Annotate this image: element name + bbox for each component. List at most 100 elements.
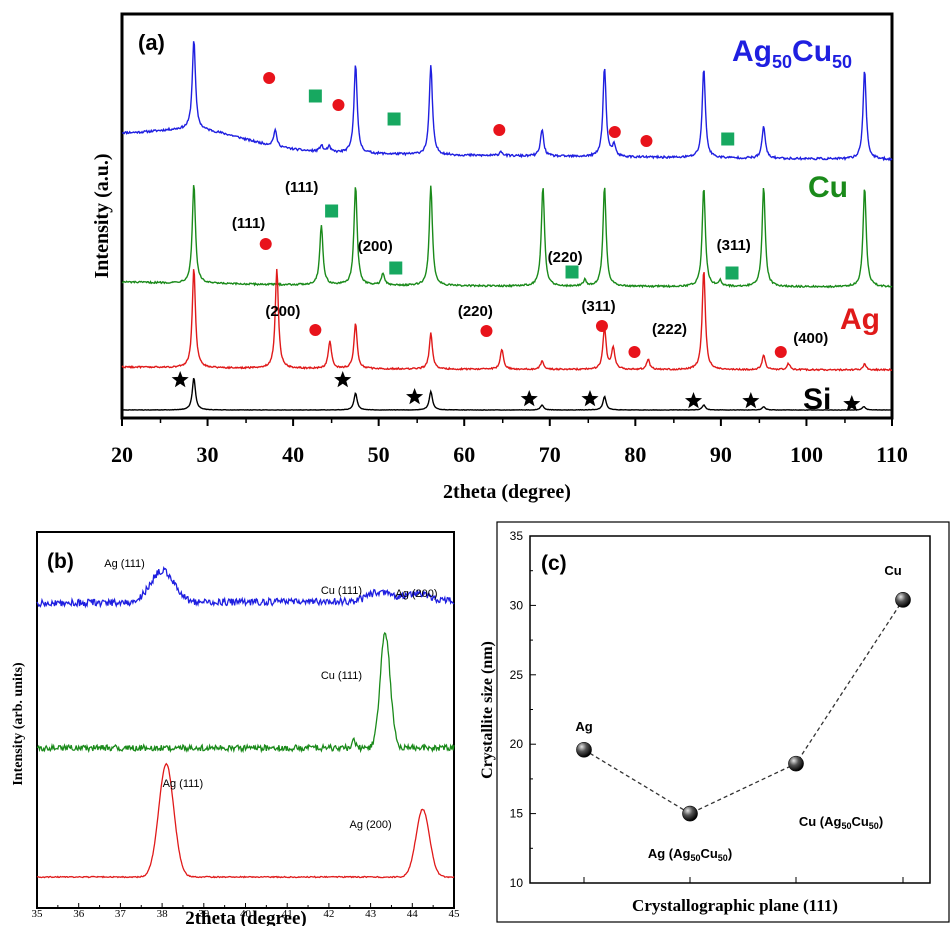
panel-c: (c) 10 15 20 25 30 35 Ag Ag (Ag50Cu50) Cu (Ag… [479, 521, 950, 923]
panel-b-curves [36, 565, 455, 879]
x-tick-label: 20 [111, 442, 133, 467]
panel-c-points [576, 592, 911, 822]
y-tick-label: 25 [510, 668, 524, 682]
ag-phase-marker [493, 124, 506, 136]
panel-b-x-axis-label: 2theta (degree) [185, 908, 307, 926]
panel-c-x-ticks [583, 877, 904, 883]
x-tick-label: 36 [73, 908, 85, 920]
x-tick-label: 40 [240, 908, 252, 920]
panel-a-x-axis-label: 2theta (degree) [443, 481, 571, 503]
x-tick-label: 35 [32, 908, 44, 920]
x-tick-label: 60 [453, 442, 475, 467]
miller-index-label: (220) [458, 303, 493, 320]
panel-a: (a) (111)(200)(220)(311)(111)(200) (220)(… [91, 12, 908, 503]
panel-b-tag: (b) [47, 550, 74, 573]
xrd-zoom-curve-ag50cu50 [36, 565, 455, 609]
x-tick-label: 42 [323, 908, 334, 920]
panel-a-tag: (a) [138, 30, 165, 55]
panel-b-x-ticks: 35 36 37 38 39 40 41 42 43 44 45 [32, 903, 461, 920]
label-si: Si [803, 383, 831, 416]
x-tick-label: 40 [282, 442, 304, 467]
panel-a-hkl-labels: (111) (200) (220) (311) (111) (200) (220) (311)… [232, 179, 828, 347]
ag-phase-marker [259, 238, 272, 250]
miller-index-label: (400) [793, 330, 828, 347]
xrd-zoom-curve-ag [36, 762, 455, 879]
ag-phase-marker [332, 99, 345, 111]
si-substrate-marker [684, 392, 703, 409]
x-tick-label: 50 [368, 442, 390, 467]
label-ag50cu50: Ag50Cu50 [732, 35, 852, 72]
peak-annotation: Ag (200) [395, 588, 437, 600]
label-ag: Ag [840, 303, 880, 336]
si-substrate-marker [334, 371, 352, 388]
cu-phase-marker [565, 265, 579, 279]
crystallite-size-point [895, 592, 911, 608]
point-label-cu-in-agcu: Cu (Ag50Cu50) [799, 814, 883, 831]
point-label-ag: Ag [575, 719, 592, 734]
crystallite-size-point [682, 805, 698, 822]
panel-c-trend-line [583, 599, 904, 815]
cu-phase-marker [387, 112, 401, 126]
miller-index-label: (200) [358, 238, 393, 255]
peak-annotation: Ag (200) [349, 819, 391, 831]
miller-index-label: (222) [652, 321, 687, 338]
y-tick-label: 35 [510, 529, 524, 543]
panel-c-x-axis-label: Crystallographic plane (111) [632, 896, 838, 915]
ag-phase-marker [595, 320, 608, 332]
panel-a-markers [171, 72, 861, 412]
panel-b: (b) Ag (111) Cu (111) Ag (200) Cu (111) Ag (… [11, 531, 461, 926]
point-label-ag-in-agcu: Ag (Ag50Cu50) [648, 846, 732, 863]
panel-a-x-ticks: 20 30 40 50 60 70 80 90 100 110 [111, 418, 908, 467]
miller-index-label: (311) [581, 298, 615, 315]
cu-phase-marker [308, 89, 322, 103]
panel-a-curves [121, 41, 893, 411]
xrd-curve-cu [121, 185, 893, 289]
si-substrate-marker [742, 392, 760, 409]
x-tick-label: 110 [876, 442, 908, 467]
ag-phase-marker [774, 346, 787, 358]
miller-index-label: (311) [717, 237, 751, 254]
x-tick-label: 45 [449, 908, 461, 920]
x-tick-label: 30 [197, 442, 219, 467]
panel-c-tag: (c) [541, 552, 567, 575]
si-substrate-marker [406, 388, 424, 405]
cu-phase-marker [725, 266, 739, 280]
x-tick-label: 38 [157, 908, 169, 920]
cu-phase-marker [721, 132, 735, 146]
panel-a-frame [120, 12, 894, 420]
xrd-zoom-curve-cu [36, 631, 455, 754]
cu-phase-marker [325, 204, 339, 218]
x-tick-label: 90 [710, 442, 732, 467]
x-tick-label: 37 [115, 908, 127, 920]
peak-annotation: Cu (111) [321, 585, 362, 597]
miller-index-label: (111) [285, 179, 318, 196]
peak-annotation: Ag (111) [163, 778, 204, 790]
label-cu: Cu [808, 171, 848, 204]
cu-phase-marker [389, 261, 403, 275]
x-tick-label: 41 [282, 908, 293, 920]
xrd-curve-ag [121, 268, 893, 372]
y-tick-label: 30 [510, 598, 524, 612]
si-substrate-marker [843, 395, 861, 412]
panel-b-frame [36, 531, 455, 909]
point-label-cu: Cu [884, 563, 901, 578]
x-tick-label: 44 [407, 908, 419, 920]
ag-phase-marker [263, 72, 276, 84]
panel-b-y-axis-label: Intensity (arb. units) [11, 662, 26, 786]
x-tick-label: 70 [539, 442, 561, 467]
si-substrate-marker [581, 390, 599, 407]
panel-b-annotations: Ag (111) Cu (111) Ag (200) Cu (111) Ag (111)… [104, 558, 437, 831]
panel-c-y-axis-label: Crystallite size (nm) [479, 641, 496, 779]
y-tick-label: 20 [510, 737, 524, 751]
miller-index-label: (111) [232, 215, 265, 232]
peak-annotation: Cu (111) [321, 670, 362, 682]
xrd-curve-ag50cu50 [121, 41, 893, 162]
y-tick-label: 15 [510, 807, 524, 821]
x-tick-label: 80 [624, 442, 646, 467]
miller-index-label: (220) [548, 249, 583, 266]
x-tick-label: 39 [198, 908, 210, 920]
miller-index-label: (200) [265, 303, 300, 320]
panel-c-y-ticks: 10 15 20 25 30 35 [510, 529, 536, 890]
xrd-curve-si [121, 377, 892, 411]
si-substrate-marker [171, 371, 189, 388]
